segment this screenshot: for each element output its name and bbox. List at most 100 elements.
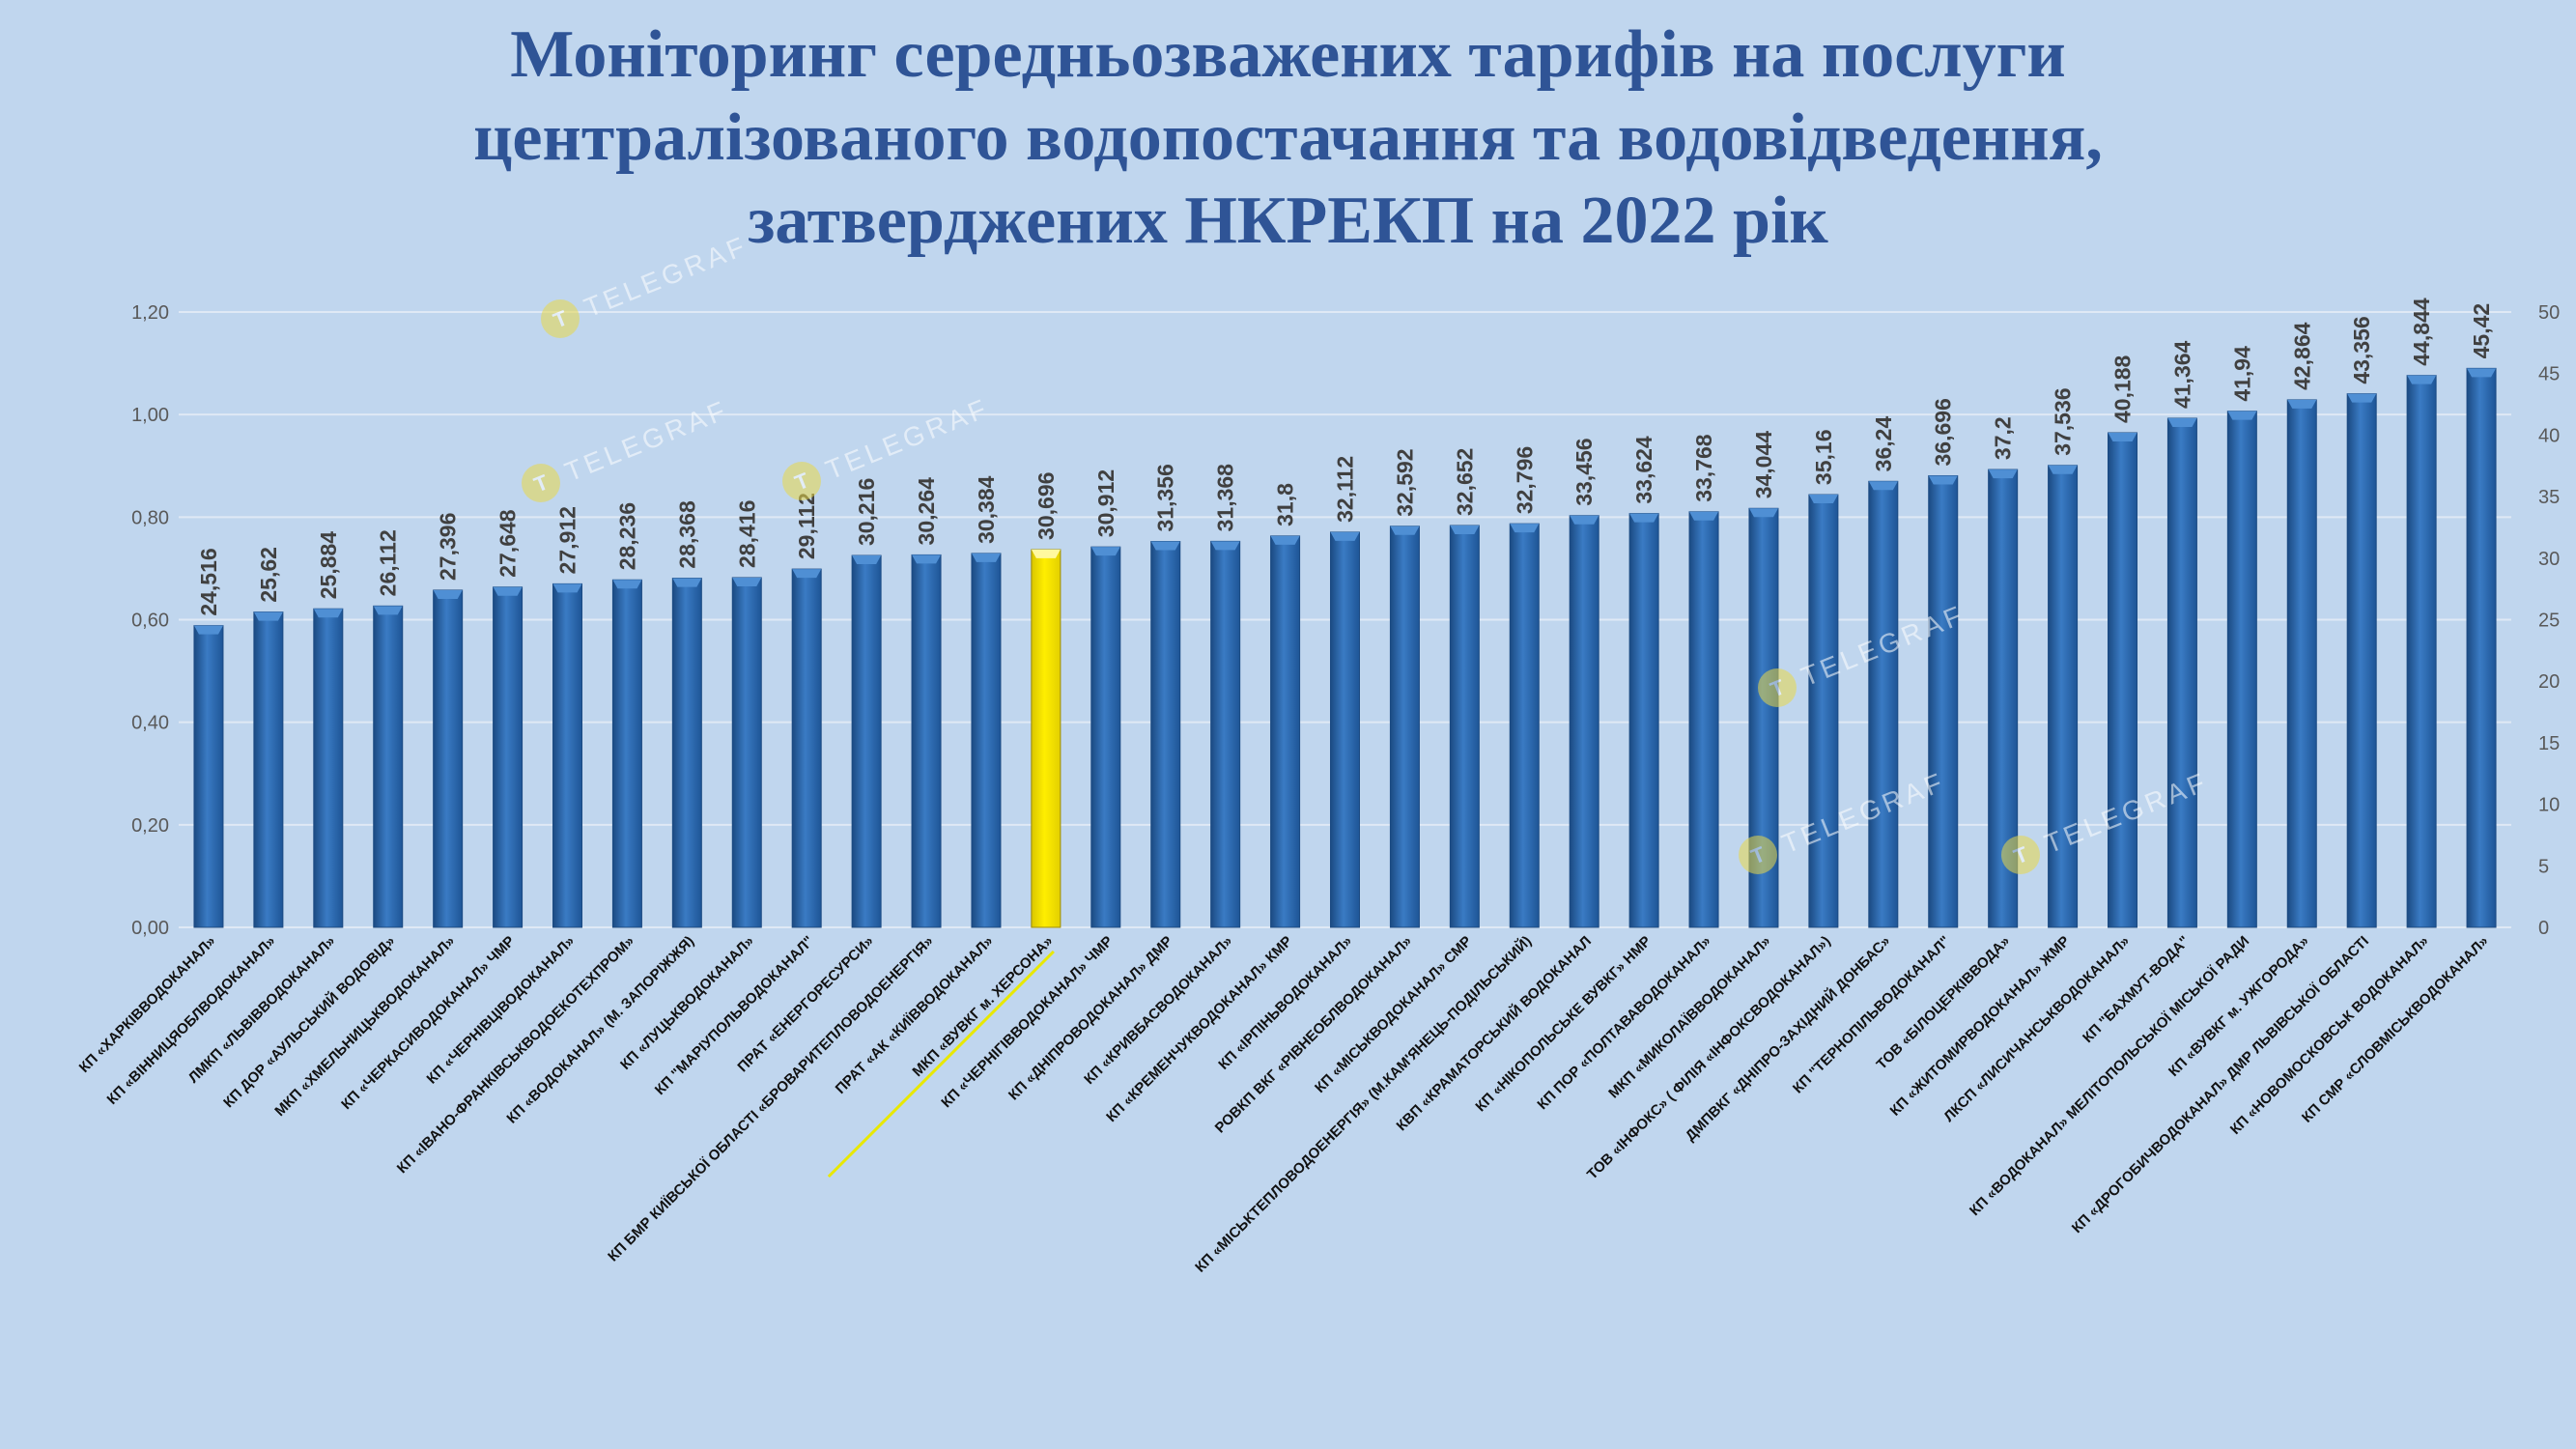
chart-title-line-2: централізованого водопостачання та водов… (473, 100, 2103, 175)
value-label: 36,696 (1931, 398, 1956, 466)
bar (2406, 375, 2437, 928)
value-label: 44,844 (2409, 298, 2434, 366)
value-label: 27,396 (436, 513, 461, 581)
category-label: КП «ДРОГОБИЧВОДОКАНАЛ» ДМР ЛЬВІВСЬКОЇ ОБ… (2069, 933, 2372, 1236)
bar-body (911, 554, 942, 928)
bar-body (253, 611, 284, 928)
value-label: 37,536 (2051, 387, 2076, 455)
bar-body (1628, 513, 1659, 928)
bar-body (2406, 375, 2437, 928)
bar (851, 554, 882, 928)
value-label: 27,648 (495, 509, 521, 578)
bar-top-bevel (792, 569, 822, 579)
telegraf-logo-icon (1739, 836, 1777, 874)
right-axis-tick-label: 0 (2538, 918, 2549, 939)
bar-top-bevel (2347, 393, 2377, 403)
bar (1270, 535, 1301, 928)
bar-body (2286, 399, 2317, 928)
value-label: 32,652 (1452, 448, 1477, 516)
bar (373, 605, 404, 928)
bar-top-bevel (1330, 531, 1360, 541)
bar-top-bevel (1570, 515, 1599, 525)
bar (611, 579, 642, 928)
bar-body (1808, 494, 1839, 928)
bar (791, 568, 822, 928)
left-axis-tick-label: 0,40 (131, 713, 169, 734)
value-label: 30,912 (1093, 469, 1118, 537)
bar-body (971, 553, 1002, 928)
bar-top-bevel (1390, 526, 1420, 535)
bar-top-bevel (2167, 418, 2197, 428)
value-label: 41,94 (2229, 346, 2254, 402)
value-label: 36,24 (1871, 416, 1896, 472)
bar (2286, 399, 2317, 928)
right-axis-tick-label: 50 (2538, 302, 2560, 324)
bar-top-bevel (1629, 513, 1659, 523)
bar-top-bevel (612, 580, 642, 589)
bar-body (1569, 515, 1599, 928)
bar-body (2108, 432, 2137, 928)
bar-body (1210, 540, 1241, 928)
bar-top-bevel (2407, 375, 2437, 384)
telegraf-logo-icon (2001, 836, 2040, 874)
bar-top-bevel (1988, 469, 2018, 479)
right-axis-tick-label: 25 (2538, 611, 2560, 632)
bar (1928, 474, 1959, 928)
bar-body (373, 605, 404, 928)
bar (1509, 523, 1540, 928)
telegraf-logo-icon (522, 464, 560, 502)
category-label: ДМПВКГ «ДНІПРО-ЗАХІДНИЙ ДОНБАС» (1682, 932, 1894, 1145)
value-label: 35,16 (1811, 429, 1836, 485)
bar (1150, 541, 1181, 928)
bar-top-bevel (313, 609, 343, 618)
category-label: КП "БАХМУТ-ВОДА" (2080, 933, 2193, 1046)
chart-title-line-1: Моніторинг середньозважених тарифів на п… (510, 17, 2066, 92)
telegraf-watermark-text: TELEGRAF (560, 394, 732, 487)
bar (2226, 411, 2257, 928)
highlight-underline (827, 950, 1055, 1179)
bar-top-bevel (433, 589, 463, 599)
bar (1449, 525, 1480, 928)
bar (2048, 465, 2079, 928)
value-label: 28,368 (674, 500, 699, 569)
bar-body (1330, 531, 1360, 928)
value-label: 45,42 (2469, 303, 2494, 359)
left-axis-tick-label: 0,60 (131, 611, 169, 632)
bar-body (1449, 525, 1480, 928)
left-axis-tick-label: 1,20 (131, 302, 169, 324)
bar (2166, 417, 2197, 928)
bar-top-bevel (2227, 411, 2257, 420)
bar (1868, 480, 1899, 928)
bar (1210, 540, 1241, 928)
value-label: 31,368 (1213, 464, 1238, 532)
bar-body (313, 608, 344, 928)
bar-body (1090, 546, 1121, 928)
bar-body (1389, 526, 1420, 928)
bar-top-bevel (493, 586, 523, 596)
bar (1688, 511, 1719, 928)
bars (193, 367, 2497, 928)
bar (253, 611, 284, 928)
right-axis-tick-label: 40 (2538, 425, 2560, 446)
value-label: 30,696 (1033, 472, 1059, 540)
category-labels: КП «ХАРКІВВОДОКАНАЛ»КП «ВІННИЦЯОБЛВОДОКА… (76, 932, 2492, 1276)
value-label: 25,62 (256, 547, 281, 603)
telegraf-logo-icon (541, 299, 580, 338)
bar-top-bevel (1808, 495, 1838, 504)
value-label: 28,236 (614, 502, 639, 570)
bar-top-bevel (852, 555, 882, 565)
bar-body (493, 586, 524, 928)
value-label: 30,384 (974, 475, 999, 544)
right-axis: 0 5 10 15 20 25 30 35 40 45 50 (2538, 302, 2560, 939)
bar-body (2226, 411, 2257, 928)
bar-body (671, 578, 702, 928)
bar-body (193, 625, 224, 928)
bar-top-bevel (2467, 368, 2497, 378)
bar-body (2346, 393, 2377, 928)
telegraf-watermark-text: TELEGRAF (1777, 766, 1949, 859)
bar-top-bevel (1510, 524, 1540, 533)
bar-body (433, 589, 464, 928)
bar (1808, 494, 1839, 928)
left-axis-tick-label: 0,80 (131, 507, 169, 528)
